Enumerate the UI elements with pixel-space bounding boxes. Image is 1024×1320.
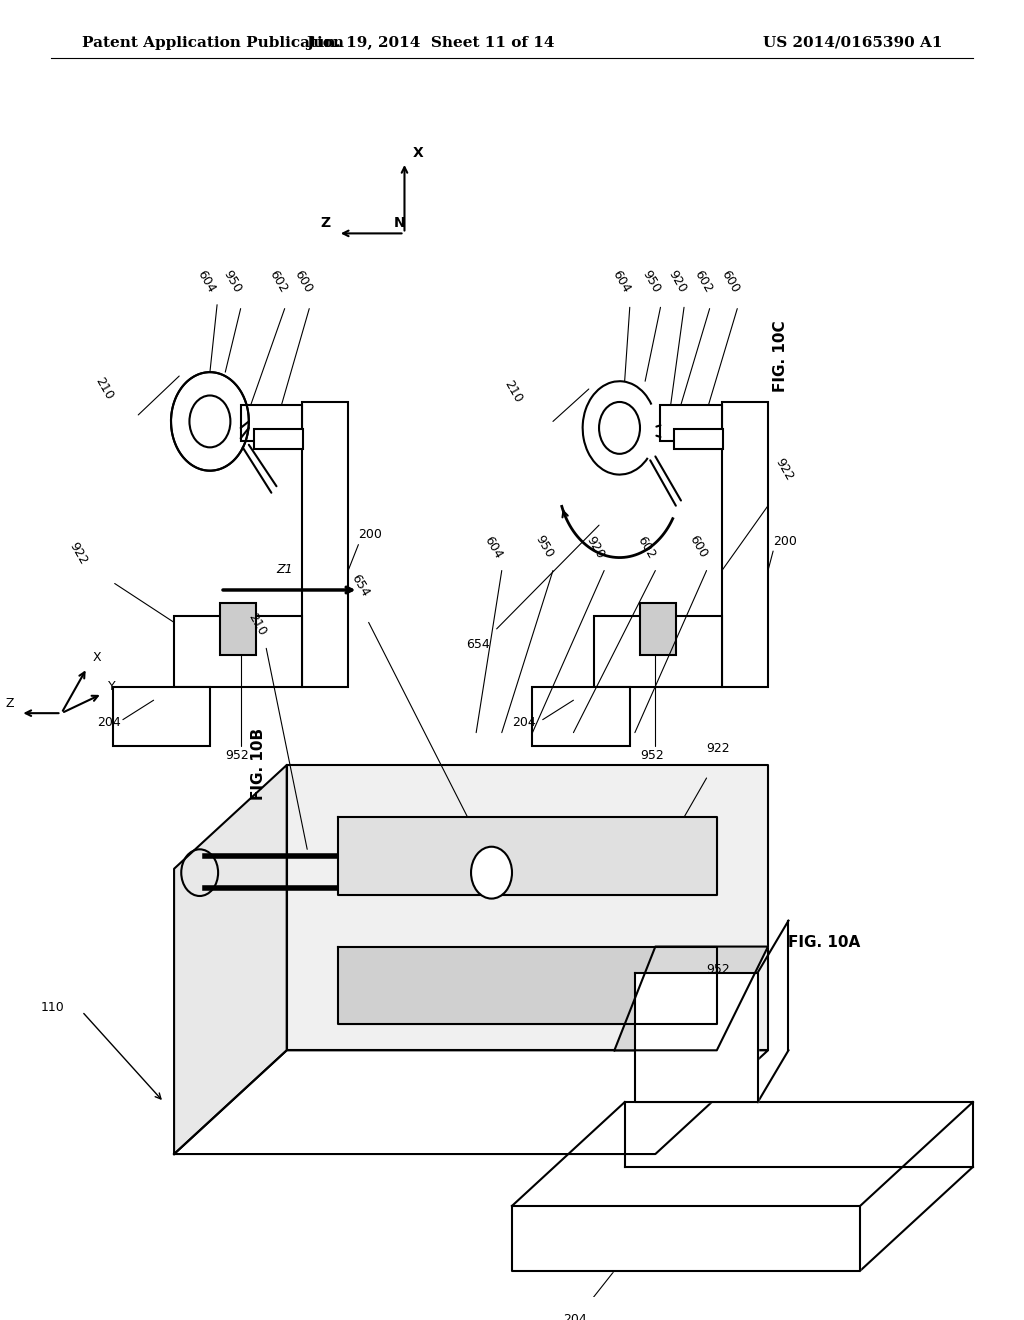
Text: Patent Application Publication: Patent Application Publication bbox=[82, 36, 344, 50]
Bar bbox=[486, 834, 512, 853]
Bar bbox=[254, 429, 303, 449]
Polygon shape bbox=[287, 766, 768, 1051]
Text: X: X bbox=[413, 147, 423, 160]
Text: FIG. 10C: FIG. 10C bbox=[773, 321, 788, 392]
Bar bbox=[660, 404, 722, 441]
Text: 600: 600 bbox=[719, 268, 742, 294]
Text: 200: 200 bbox=[358, 528, 382, 541]
Text: Z: Z bbox=[5, 697, 13, 710]
Text: 604: 604 bbox=[609, 268, 633, 294]
Text: Jun. 19, 2014  Sheet 11 of 14: Jun. 19, 2014 Sheet 11 of 14 bbox=[306, 36, 554, 50]
Text: 110: 110 bbox=[41, 1002, 65, 1014]
Polygon shape bbox=[614, 946, 768, 1051]
Text: 602: 602 bbox=[691, 268, 715, 294]
Text: 602: 602 bbox=[266, 268, 290, 294]
Bar bbox=[174, 616, 302, 688]
Text: US 2014/0165390 A1: US 2014/0165390 A1 bbox=[763, 36, 942, 50]
Text: 922: 922 bbox=[67, 540, 90, 568]
Polygon shape bbox=[338, 817, 717, 895]
Text: 922: 922 bbox=[707, 742, 730, 755]
Text: 210: 210 bbox=[92, 375, 116, 403]
Text: 922: 922 bbox=[773, 455, 797, 483]
Text: 950: 950 bbox=[220, 268, 244, 294]
Bar bbox=[722, 403, 768, 688]
Text: Z: Z bbox=[321, 216, 331, 230]
Text: 950: 950 bbox=[532, 533, 556, 561]
Polygon shape bbox=[174, 1051, 768, 1154]
Text: Y: Y bbox=[108, 680, 115, 693]
Text: X: X bbox=[92, 651, 100, 664]
Polygon shape bbox=[635, 973, 758, 1102]
Text: 204: 204 bbox=[563, 1312, 587, 1320]
Bar bbox=[220, 603, 256, 655]
Text: 204: 204 bbox=[512, 717, 536, 729]
Text: FIG. 10B: FIG. 10B bbox=[251, 729, 266, 800]
Text: 920: 920 bbox=[584, 533, 607, 561]
Bar bbox=[241, 404, 302, 441]
Text: N: N bbox=[394, 216, 406, 230]
Polygon shape bbox=[174, 766, 287, 1154]
Bar bbox=[674, 429, 723, 449]
Text: 604: 604 bbox=[481, 533, 505, 561]
Text: 602: 602 bbox=[635, 533, 658, 561]
Text: 952: 952 bbox=[640, 748, 664, 762]
Text: 210: 210 bbox=[502, 378, 525, 405]
Bar bbox=[302, 403, 348, 688]
Text: 920: 920 bbox=[666, 268, 689, 294]
Bar bbox=[640, 603, 676, 655]
Text: 204: 204 bbox=[97, 717, 121, 729]
Text: 604: 604 bbox=[195, 268, 218, 294]
Text: FIG. 10A: FIG. 10A bbox=[788, 935, 861, 949]
Text: 654: 654 bbox=[466, 639, 489, 651]
Bar bbox=[532, 688, 630, 746]
Polygon shape bbox=[512, 1206, 860, 1271]
Text: 210: 210 bbox=[246, 611, 269, 639]
Text: 200: 200 bbox=[773, 535, 797, 548]
Bar bbox=[594, 616, 722, 688]
Bar bbox=[113, 688, 210, 746]
Text: 654: 654 bbox=[348, 573, 372, 599]
Text: 952: 952 bbox=[707, 962, 730, 975]
Text: 600: 600 bbox=[686, 533, 710, 561]
Text: Z1: Z1 bbox=[276, 564, 293, 576]
Text: 950: 950 bbox=[640, 268, 664, 294]
Text: 600: 600 bbox=[292, 268, 315, 294]
Circle shape bbox=[471, 846, 512, 899]
Polygon shape bbox=[338, 946, 717, 1024]
Text: 952: 952 bbox=[225, 748, 249, 762]
